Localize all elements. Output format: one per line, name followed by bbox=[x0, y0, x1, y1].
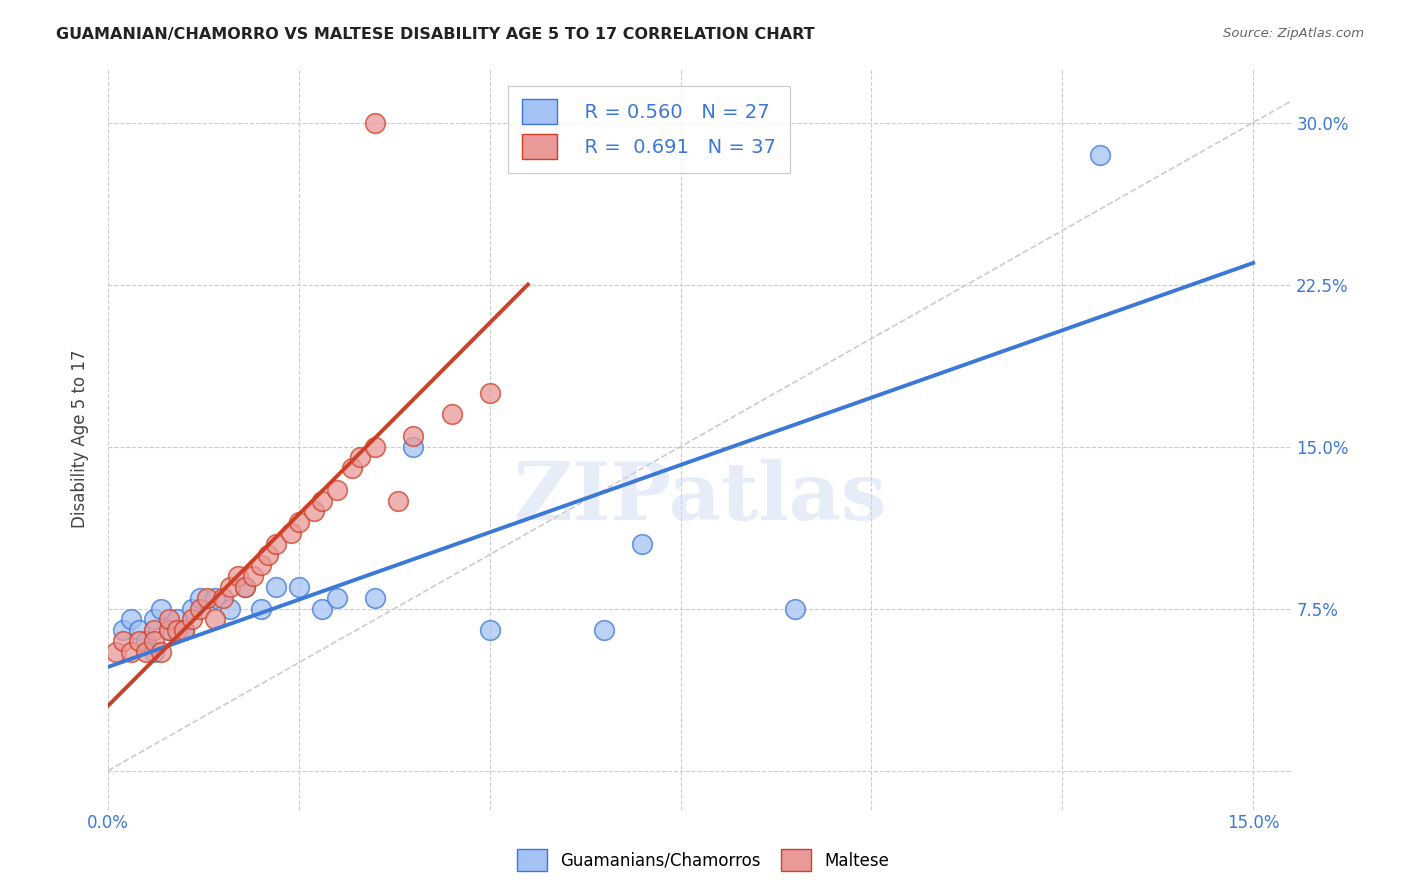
Point bbox=[211, 591, 233, 605]
Point bbox=[783, 601, 806, 615]
Point bbox=[402, 429, 425, 443]
Point bbox=[249, 601, 271, 615]
Point bbox=[181, 601, 204, 615]
Point bbox=[204, 612, 226, 626]
Point bbox=[188, 591, 211, 605]
Point bbox=[173, 624, 195, 638]
Point bbox=[364, 115, 387, 129]
Point bbox=[188, 601, 211, 615]
Point bbox=[128, 634, 150, 648]
Legend:   R = 0.560   N = 27,   R =  0.691   N = 37: R = 0.560 N = 27, R = 0.691 N = 37 bbox=[508, 86, 790, 172]
Point bbox=[235, 580, 257, 594]
Point bbox=[219, 601, 242, 615]
Point bbox=[1090, 148, 1112, 162]
Point bbox=[135, 634, 157, 648]
Point bbox=[342, 461, 364, 475]
Point bbox=[311, 601, 333, 615]
Point bbox=[166, 624, 188, 638]
Point bbox=[112, 624, 135, 638]
Point bbox=[166, 612, 188, 626]
Point bbox=[402, 440, 425, 454]
Point bbox=[349, 450, 371, 465]
Point bbox=[142, 645, 165, 659]
Point bbox=[157, 624, 180, 638]
Point bbox=[593, 624, 616, 638]
Point bbox=[150, 645, 173, 659]
Text: Source: ZipAtlas.com: Source: ZipAtlas.com bbox=[1223, 27, 1364, 40]
Text: ZIPatlas: ZIPatlas bbox=[513, 459, 886, 537]
Point bbox=[142, 634, 165, 648]
Y-axis label: Disability Age 5 to 17: Disability Age 5 to 17 bbox=[72, 350, 89, 528]
Point bbox=[157, 612, 180, 626]
Legend: Guamanians/Chamorros, Maltese: Guamanians/Chamorros, Maltese bbox=[509, 841, 897, 880]
Point bbox=[181, 612, 204, 626]
Point bbox=[478, 624, 501, 638]
Point bbox=[264, 580, 287, 594]
Point bbox=[142, 624, 165, 638]
Point bbox=[288, 515, 311, 529]
Point bbox=[173, 624, 195, 638]
Point bbox=[264, 537, 287, 551]
Point bbox=[157, 624, 180, 638]
Point bbox=[104, 645, 127, 659]
Point bbox=[142, 612, 165, 626]
Point bbox=[249, 558, 271, 573]
Point bbox=[120, 645, 142, 659]
Point bbox=[204, 591, 226, 605]
Point bbox=[631, 537, 654, 551]
Point bbox=[128, 624, 150, 638]
Point bbox=[326, 483, 349, 497]
Point bbox=[302, 504, 325, 518]
Point bbox=[387, 493, 409, 508]
Point bbox=[112, 634, 135, 648]
Point bbox=[364, 591, 387, 605]
Point bbox=[235, 580, 257, 594]
Point bbox=[226, 569, 249, 583]
Point bbox=[150, 601, 173, 615]
Point bbox=[120, 612, 142, 626]
Point bbox=[242, 569, 264, 583]
Point bbox=[311, 493, 333, 508]
Point bbox=[195, 591, 218, 605]
Point bbox=[219, 580, 242, 594]
Point bbox=[440, 407, 463, 421]
Text: GUAMANIAN/CHAMORRO VS MALTESE DISABILITY AGE 5 TO 17 CORRELATION CHART: GUAMANIAN/CHAMORRO VS MALTESE DISABILITY… bbox=[56, 27, 815, 42]
Point bbox=[326, 591, 349, 605]
Point bbox=[280, 526, 302, 541]
Point bbox=[364, 440, 387, 454]
Point bbox=[478, 385, 501, 400]
Point bbox=[135, 645, 157, 659]
Point bbox=[288, 580, 311, 594]
Point bbox=[257, 548, 280, 562]
